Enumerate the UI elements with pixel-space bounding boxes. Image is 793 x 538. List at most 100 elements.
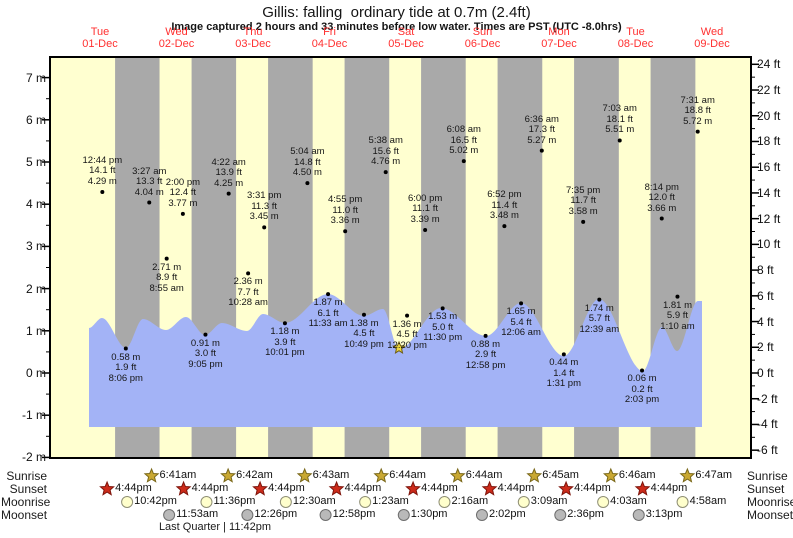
low-tide-annotation: 1.65 m 5.4 ft 12:06 am — [475, 307, 567, 339]
day-label-line: Tue — [626, 26, 645, 38]
tide-event-dot — [502, 224, 507, 229]
high-tide-annotation: 6:52 pm 11.4 ft 3.48 m — [458, 190, 550, 222]
m-axis-label: 0 m — [25, 366, 46, 380]
day-label: Tue 08-Dec — [601, 26, 671, 50]
ft-axis-label: 12 ft — [757, 211, 781, 226]
ft-axis-label: 6 ft — [757, 288, 774, 303]
day-label-line: 01-Dec — [82, 38, 118, 50]
tide-annotation-line: 13.3 ft — [136, 176, 163, 187]
sunset-time: 4:44pm — [115, 482, 152, 494]
tide-event-dot — [246, 271, 251, 276]
tide-event-dot — [343, 229, 348, 234]
tide-annotation-line: 5:38 am — [368, 135, 403, 147]
high-tide-annotation: 4:55 pm 11.0 ft 3.36 m — [299, 195, 391, 227]
moonrise-time: 4:03am — [610, 495, 647, 507]
tide-annotation-line: 17.3 ft — [528, 124, 555, 136]
tide-annotation-line: 1.4 ft — [553, 367, 575, 379]
moonrise-icon — [279, 496, 292, 508]
moonrise-time: 11:36pm — [213, 495, 256, 507]
tide-annotation-line: 1:31 pm — [546, 378, 581, 390]
low-tide-annotation: 0.88 m 2.9 ft 12:58 pm — [440, 339, 532, 372]
day-label-line: Mon — [548, 26, 570, 38]
tide-annotation-line: 8:55 am — [149, 282, 184, 294]
ft-axis-label: 16 ft — [757, 160, 781, 175]
tide-annotation-line: 4:55 pm — [328, 194, 363, 206]
day-label: Sat 05-Dec — [371, 26, 441, 50]
high-tide-annotation: 6:08 am 16.5 ft 5.02 m — [418, 125, 510, 157]
ft-axis-label: 10 ft — [757, 237, 781, 252]
tide-annotation-line: 5.72 m — [683, 115, 713, 127]
high-tide-annotation: 12:44 pm 14.1 ft 4.29 m — [56, 155, 148, 188]
tide-annotation-line: 1.9 ft — [115, 362, 137, 374]
high-tide-annotation: 7:31 am 18.8 ft 5.72 m — [652, 94, 744, 128]
sunrise-time: 6:44am — [389, 469, 426, 481]
tide-annotation-line: 6:00 pm — [407, 192, 443, 204]
tide-annotation-line: 18.8 ft — [684, 105, 711, 117]
sunset-star-icon — [558, 480, 574, 496]
low-tide-annotation: 0.44 m 1.4 ft 1:31 pm — [518, 358, 610, 390]
tide-annotation-line: 1:10 am — [660, 320, 695, 332]
tide-event-dot — [203, 332, 208, 337]
tide-annotation-line: 6.1 ft — [317, 307, 339, 319]
tide-annotation-line: 2.9 ft — [475, 349, 497, 361]
moonrise-time: 3:09am — [530, 495, 568, 507]
day-label-line: 05-Dec — [388, 38, 424, 50]
sunset-star-icon — [252, 480, 268, 496]
sunset-star-icon — [99, 480, 115, 496]
tide-annotation-line: 5.27 m — [527, 134, 557, 146]
tide-annotation-line: 12:39 am — [579, 323, 620, 335]
tide-event-dot — [405, 313, 410, 318]
tide-annotation-line: 8:14 pm — [644, 181, 679, 193]
sunset-row-label: Sunset — [9, 482, 47, 496]
m-axis-label: 5 m — [25, 155, 46, 169]
sunset-time: 4:44pm — [268, 482, 305, 494]
tide-annotation-line: 11.0 ft — [332, 204, 359, 216]
tide-annotation-line: 3.45 m — [249, 211, 279, 223]
tide-event-dot — [581, 219, 586, 224]
tide-annotation-line: 4.25 m — [214, 177, 244, 189]
tide-annotation-line: 0.44 m — [549, 357, 579, 369]
tide-event-dot — [164, 256, 169, 261]
tide-annotation-line: 11.1 ft — [412, 203, 438, 215]
moonset-icon — [554, 509, 567, 521]
sunset-star-icon — [634, 480, 651, 496]
low-tide-annotation: 0.91 m 3.0 ft 9:05 pm — [159, 338, 251, 371]
sunrise-star-icon — [373, 467, 390, 483]
day-label-line: 06-Dec — [464, 38, 501, 50]
tide-event-dot — [675, 294, 680, 299]
low-tide-annotation: 1.53 m 5.0 ft 11:30 pm — [397, 312, 489, 344]
tide-annotation-line: 18.1 ft — [606, 113, 633, 125]
tide-annotation-line: 15.6 ft — [372, 145, 399, 157]
moonset-icon — [163, 509, 176, 521]
tide-event-dot — [423, 227, 428, 232]
tide-annotation-line: 4.29 m — [87, 175, 117, 187]
m-axis-label: 2 m — [25, 281, 46, 296]
tide-annotation-line: 3.77 m — [168, 197, 198, 209]
day-label-line: Tue — [90, 26, 110, 38]
m-axis-label: 7 m — [25, 70, 46, 85]
moonrise-icon — [517, 496, 530, 508]
m-axis-label: -1 m — [22, 408, 46, 423]
moonset-icon — [397, 509, 410, 521]
tide-annotation-line: 0.06 m — [627, 373, 657, 385]
tide-annotation-line: 3:31 pm — [247, 190, 282, 202]
tide-annotation-line: 12.0 ft — [648, 192, 675, 204]
page-subtitle: Image captured 2 hours and 33 minutes be… — [171, 21, 622, 33]
sunrise-time: 6:46am — [618, 469, 656, 481]
moonrise-icon — [121, 496, 134, 508]
day-label-line: 03-Dec — [235, 38, 271, 50]
sunrise-row-label-right: Sunrise — [747, 469, 788, 483]
tide-annotation-line: 7.7 ft — [237, 286, 259, 298]
page-title: Gillis: falling ordinary tide at 0.7m (2… — [262, 4, 531, 21]
m-axis-label: 6 m — [25, 112, 46, 127]
tide-annotation-line: 4.04 m — [134, 186, 164, 198]
tide-annotation-line: 5.51 m — [605, 124, 635, 136]
day-label: Wed 02-Dec — [142, 26, 212, 50]
m-axis-label: -2 m — [22, 450, 46, 465]
moonset-time: 2:36pm — [567, 508, 604, 520]
tide-event-dot — [123, 346, 128, 351]
day-label-line: 02-Dec — [158, 38, 195, 50]
day-label-line: Thu — [243, 26, 263, 38]
tide-annotation-line: 7:31 am — [680, 94, 715, 106]
moonrise-icon — [359, 496, 372, 508]
